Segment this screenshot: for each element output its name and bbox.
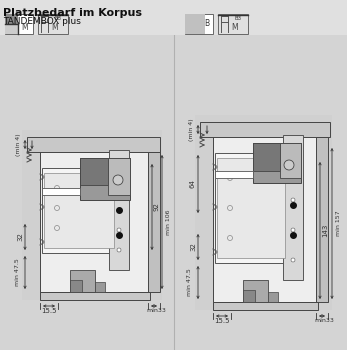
Bar bbox=[213, 302, 318, 310]
Text: min33: min33 bbox=[314, 318, 334, 323]
Text: 32: 32 bbox=[17, 232, 23, 241]
Text: B3: B3 bbox=[54, 16, 61, 21]
Bar bbox=[109, 150, 129, 270]
Text: Platzbedarf im Korpus: Platzbedarf im Korpus bbox=[3, 8, 142, 18]
Text: 64: 64 bbox=[190, 180, 196, 188]
Bar bbox=[195, 115, 332, 310]
Bar bbox=[5, 14, 18, 24]
Bar bbox=[243, 280, 268, 302]
Bar bbox=[44, 173, 114, 248]
Text: M: M bbox=[52, 23, 58, 33]
Text: B: B bbox=[204, 20, 210, 28]
Circle shape bbox=[284, 160, 294, 170]
Text: TANDEMBOX plus: TANDEMBOX plus bbox=[3, 17, 81, 26]
Bar bbox=[185, 14, 205, 34]
Text: 15.5: 15.5 bbox=[214, 318, 230, 324]
Circle shape bbox=[117, 228, 121, 232]
Bar bbox=[70, 270, 95, 292]
Bar bbox=[5, 14, 33, 34]
Circle shape bbox=[117, 208, 121, 212]
Bar bbox=[253, 143, 301, 183]
Text: M: M bbox=[22, 23, 28, 33]
Text: min 106: min 106 bbox=[167, 209, 171, 235]
Bar bbox=[215, 153, 298, 263]
Bar bbox=[40, 150, 150, 292]
Text: min 157: min 157 bbox=[337, 211, 341, 236]
Bar bbox=[40, 292, 150, 300]
Bar bbox=[42, 188, 80, 195]
Bar bbox=[213, 135, 318, 302]
Text: 143: 143 bbox=[322, 224, 328, 237]
Bar bbox=[5, 24, 18, 34]
Bar bbox=[80, 158, 130, 200]
Circle shape bbox=[113, 175, 123, 185]
Bar bbox=[108, 158, 130, 195]
Text: 32: 32 bbox=[190, 243, 196, 251]
Bar bbox=[70, 280, 82, 292]
Bar bbox=[316, 137, 328, 302]
Bar bbox=[283, 135, 303, 280]
Text: B3: B3 bbox=[235, 16, 242, 21]
Bar bbox=[200, 122, 330, 137]
Bar bbox=[215, 171, 253, 178]
Bar bbox=[253, 143, 280, 171]
Bar bbox=[268, 292, 278, 302]
Circle shape bbox=[291, 228, 295, 232]
Text: (min 4): (min 4) bbox=[17, 133, 22, 156]
Bar bbox=[95, 282, 105, 292]
Circle shape bbox=[291, 258, 295, 262]
Bar bbox=[0, 0, 347, 35]
Bar bbox=[22, 130, 162, 300]
Circle shape bbox=[117, 248, 121, 252]
Text: min33: min33 bbox=[146, 308, 166, 314]
Text: M: M bbox=[232, 23, 238, 33]
Text: 92: 92 bbox=[154, 203, 160, 211]
Text: min 47.5: min 47.5 bbox=[16, 259, 20, 286]
Bar bbox=[185, 14, 213, 34]
Text: min 47.5: min 47.5 bbox=[187, 269, 193, 296]
Circle shape bbox=[291, 198, 295, 202]
Text: (min 4): (min 4) bbox=[189, 118, 195, 141]
Bar bbox=[38, 14, 68, 34]
Bar bbox=[27, 137, 160, 152]
Bar bbox=[42, 168, 127, 253]
Text: 15.5: 15.5 bbox=[41, 308, 57, 314]
Bar bbox=[243, 290, 255, 302]
Bar bbox=[280, 143, 301, 178]
Bar bbox=[218, 14, 248, 34]
Bar bbox=[148, 152, 160, 292]
Bar bbox=[217, 158, 285, 258]
Bar bbox=[80, 158, 108, 185]
